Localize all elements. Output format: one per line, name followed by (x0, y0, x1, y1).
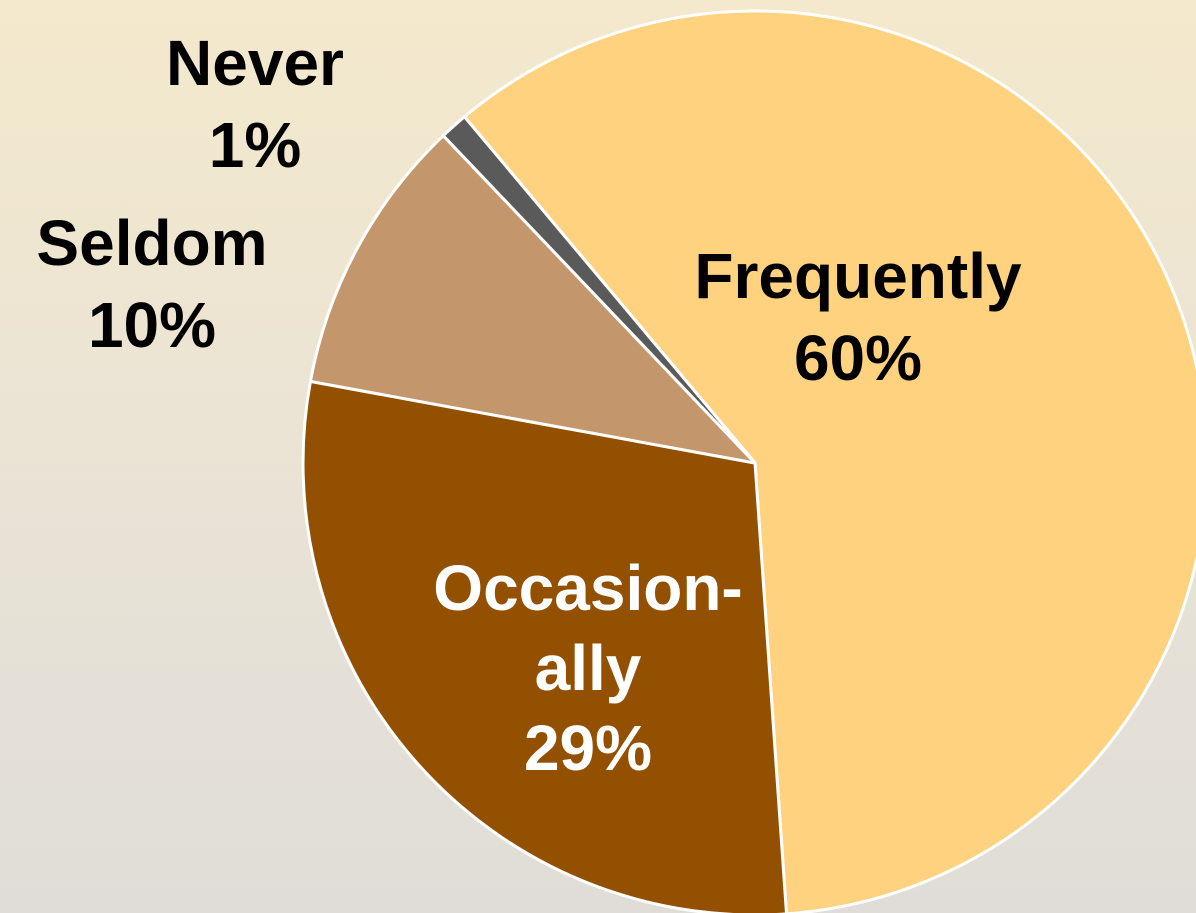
pie-slice-never (441, 115, 757, 465)
pie-slices (301, 9, 1196, 913)
slice-percent-occasionally: 29% (524, 712, 652, 784)
slice-name-frequently: Frequently (694, 240, 1022, 312)
slice-label-seldom: Seldom 10% (36, 207, 267, 361)
pie-labels: Frequently 60% Occasion-ally 29% Seldom 10% Ne… (36, 27, 1022, 784)
slice-label-frequently: Frequently 60% (694, 240, 1022, 394)
slice-name-never: Never (166, 27, 344, 99)
slice-label-never: Never 1% (166, 27, 344, 181)
slice-percent-never: 1% (209, 109, 302, 181)
slice-name-occasionally: Occasion- (433, 552, 742, 624)
slice-name-occasionally: ally (535, 632, 642, 704)
slice-percent-frequently: 60% (794, 322, 922, 394)
slice-name-seldom: Seldom (36, 207, 267, 279)
slice-percent-seldom: 10% (88, 289, 216, 361)
pie-slice-seldom (308, 134, 757, 465)
pie-slice-occasionally (301, 379, 788, 913)
pie-slice-frequently (462, 9, 1196, 913)
slice-label-occasionally: Occasion-ally 29% (433, 552, 742, 784)
